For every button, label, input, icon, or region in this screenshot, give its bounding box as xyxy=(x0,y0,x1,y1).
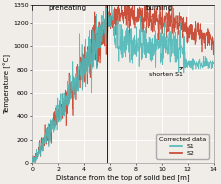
Legend: S1, S2: S1, S2 xyxy=(156,134,209,159)
X-axis label: Distance from the top of solid bed [m]: Distance from the top of solid bed [m] xyxy=(56,174,190,181)
Y-axis label: Temperature [°C]: Temperature [°C] xyxy=(4,54,11,114)
Text: preheating: preheating xyxy=(48,5,86,11)
Text: shorten S1: shorten S1 xyxy=(149,67,183,77)
Text: burning: burning xyxy=(146,5,173,11)
